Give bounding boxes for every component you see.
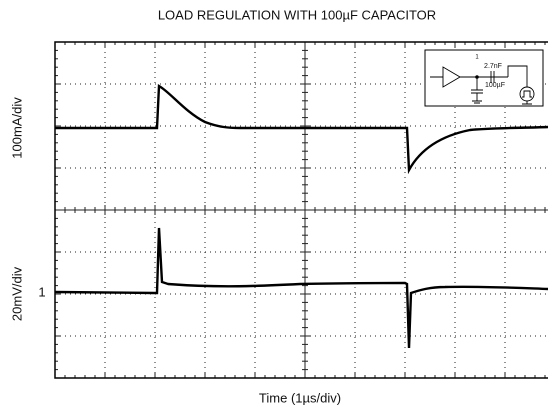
- inset-load-cap: [471, 77, 483, 104]
- inset-series-cap-label: 2.7nF: [484, 63, 502, 70]
- current-trace: [55, 84, 548, 175]
- inset-series-cap: [490, 71, 495, 83]
- plot-frame: [54, 41, 548, 379]
- circuit-inset: 1 2.7nF 100µF: [424, 49, 544, 107]
- chart-title: LOAD REGULATION WITH 100µF CAPACITOR: [158, 7, 436, 22]
- reference-marker: 1: [38, 284, 45, 299]
- inset-node-label: 1: [475, 55, 479, 61]
- top-trace-label: 100mA/div: [9, 97, 24, 159]
- graticule: [55, 42, 548, 378]
- bottom-trace-label: 20mV/div: [9, 266, 24, 321]
- inset-wires: [430, 65, 528, 88]
- inset-load-cap-label: 100µF: [485, 82, 505, 89]
- voltage-trace: [54, 227, 548, 349]
- x-axis-label: Time (1µs/div): [259, 390, 341, 405]
- inset-pulse-symbol: [522, 90, 532, 105]
